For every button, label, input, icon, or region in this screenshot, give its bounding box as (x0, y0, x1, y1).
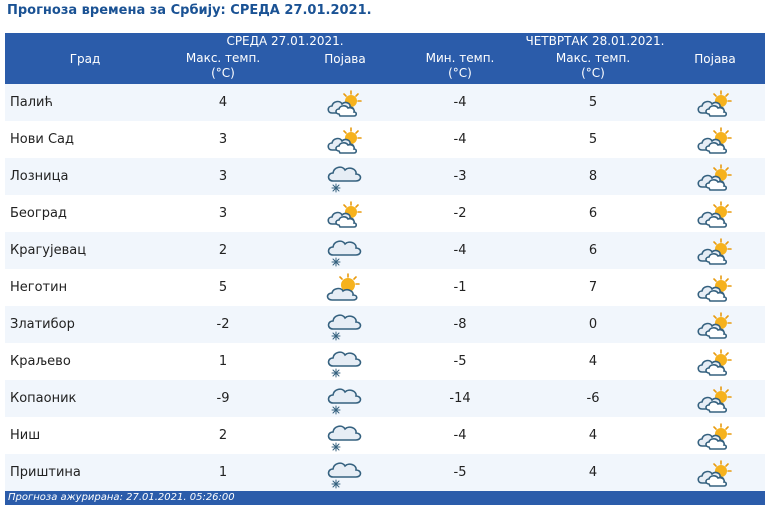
table-row: Краљево 1 -5 4 (5, 343, 765, 380)
city-name: Крагујевац (10, 243, 87, 258)
cloud-snow-icon (303, 417, 387, 454)
thu-max-temp: 5 (588, 95, 598, 110)
header-day2: ЧЕТВРТАК 28.01.2021. (525, 34, 665, 48)
table-row: Београд 3 -2 6 (5, 195, 765, 232)
wed-max-temp: -9 (216, 391, 230, 406)
thu-max-temp: 0 (588, 317, 598, 332)
thu-max-temp: 4 (588, 354, 598, 369)
forecast-table: Град СРЕДА 27.01.2021. ЧЕТВРТАК 28.01.20… (5, 33, 765, 505)
city-name: Ниш (10, 428, 41, 443)
wed-max-temp: -2 (216, 317, 230, 332)
thu-max-temp: 5 (588, 132, 598, 147)
partly-cloudy-icon (303, 195, 387, 232)
partly-cloudy-icon (673, 121, 757, 158)
table-row: Нови Сад 3 -4 5 (5, 121, 765, 158)
header-thu-min: Мин. темп. (425, 51, 495, 65)
table-row: Приштина 1 -5 4 (5, 454, 765, 491)
partly-cloudy-icon (673, 232, 757, 269)
wed-max-temp: 3 (218, 132, 228, 147)
cloud-snow-icon (303, 380, 387, 417)
header-city: Град (69, 52, 101, 66)
partly-cloudy-icon (673, 306, 757, 343)
table-row: Златибор -2 -8 0 (5, 306, 765, 343)
thu-max-temp: 8 (588, 169, 598, 184)
city-name: Приштина (10, 465, 81, 480)
thu-max-temp: -6 (586, 391, 600, 406)
thu-max-temp: 7 (588, 280, 598, 295)
wed-max-temp: 3 (218, 169, 228, 184)
header-thu-phenomenon: Појава (694, 52, 736, 66)
partly-cloudy-icon (303, 121, 387, 158)
city-name: Лозница (10, 169, 69, 184)
thu-min-temp: -2 (453, 206, 467, 221)
city-name: Копаоник (10, 391, 77, 406)
thu-min-temp: -14 (449, 391, 471, 406)
table-row: Палић 4 -4 5 (5, 84, 765, 121)
city-name: Краљево (10, 354, 71, 369)
partly-cloudy-icon (673, 343, 757, 380)
thu-min-temp: -5 (453, 354, 467, 369)
header-wed-max-unit: (°C) (211, 66, 235, 80)
wed-max-temp: 1 (218, 465, 228, 480)
thu-min-temp: -4 (453, 95, 467, 110)
header-day1: СРЕДА 27.01.2021. (226, 34, 344, 48)
header-thu-max: Макс. темп. (555, 51, 631, 65)
header-thu-min-unit: (°C) (448, 66, 472, 80)
header-wed-phenomenon: Појава (324, 52, 366, 66)
thu-max-temp: 6 (588, 206, 598, 221)
thu-min-temp: -3 (453, 169, 467, 184)
table-body: Палић 4 -4 5 Нови Сад 3 -4 5 Лозница 3 -3 8 Београд 3… (5, 84, 765, 491)
wed-max-temp: 1 (218, 354, 228, 369)
cloud-snow-icon (303, 158, 387, 195)
city-name: Златибор (10, 317, 75, 332)
thu-max-temp: 4 (588, 465, 598, 480)
wed-max-temp: 4 (218, 95, 228, 110)
thu-max-temp: 4 (588, 428, 598, 443)
partly-cloudy-icon (673, 84, 757, 121)
header-thu-max-unit: (°C) (581, 66, 605, 80)
wed-max-temp: 2 (218, 428, 228, 443)
table-row: Неготин 5 -1 7 (5, 269, 765, 306)
wed-max-temp: 3 (218, 206, 228, 221)
table-row: Лозница 3 -3 8 (5, 158, 765, 195)
city-name: Неготин (10, 280, 68, 295)
partly-cloudy-icon (673, 195, 757, 232)
wed-max-temp: 2 (218, 243, 228, 258)
cloud-snow-icon (303, 454, 387, 491)
thu-min-temp: -4 (453, 132, 467, 147)
partly-cloudy-icon (303, 84, 387, 121)
partly-cloudy-icon (673, 380, 757, 417)
thu-min-temp: -5 (453, 465, 467, 480)
city-name: Палић (10, 95, 53, 110)
thu-min-temp: -4 (453, 428, 467, 443)
thu-min-temp: -4 (453, 243, 467, 258)
table-row: Ниш 2 -4 4 (5, 417, 765, 454)
city-name: Београд (10, 206, 67, 221)
wed-max-temp: 5 (218, 280, 228, 295)
cloud-snow-icon (303, 232, 387, 269)
cloud-snow-icon (303, 306, 387, 343)
city-name: Нови Сад (10, 132, 75, 147)
sun-cloud-icon (303, 269, 387, 306)
table-row: Копаоник -9 -14 -6 (5, 380, 765, 417)
partly-cloudy-icon (673, 417, 757, 454)
page-title: Прогноза времена за Србију: СРЕДА 27.01.… (7, 3, 372, 18)
thu-min-temp: -8 (453, 317, 467, 332)
table-row: Крагујевац 2 -4 6 (5, 232, 765, 269)
header-wed-max: Макс. темп. (185, 51, 261, 65)
partly-cloudy-icon (673, 269, 757, 306)
thu-min-temp: -1 (453, 280, 467, 295)
update-footer: Прогноза ажурирана: 27.01.2021. 05:26:00 (5, 491, 765, 505)
table-header: Град СРЕДА 27.01.2021. ЧЕТВРТАК 28.01.20… (5, 33, 765, 84)
thu-max-temp: 6 (588, 243, 598, 258)
cloud-snow-icon (303, 343, 387, 380)
partly-cloudy-icon (673, 454, 757, 491)
partly-cloudy-icon (673, 158, 757, 195)
